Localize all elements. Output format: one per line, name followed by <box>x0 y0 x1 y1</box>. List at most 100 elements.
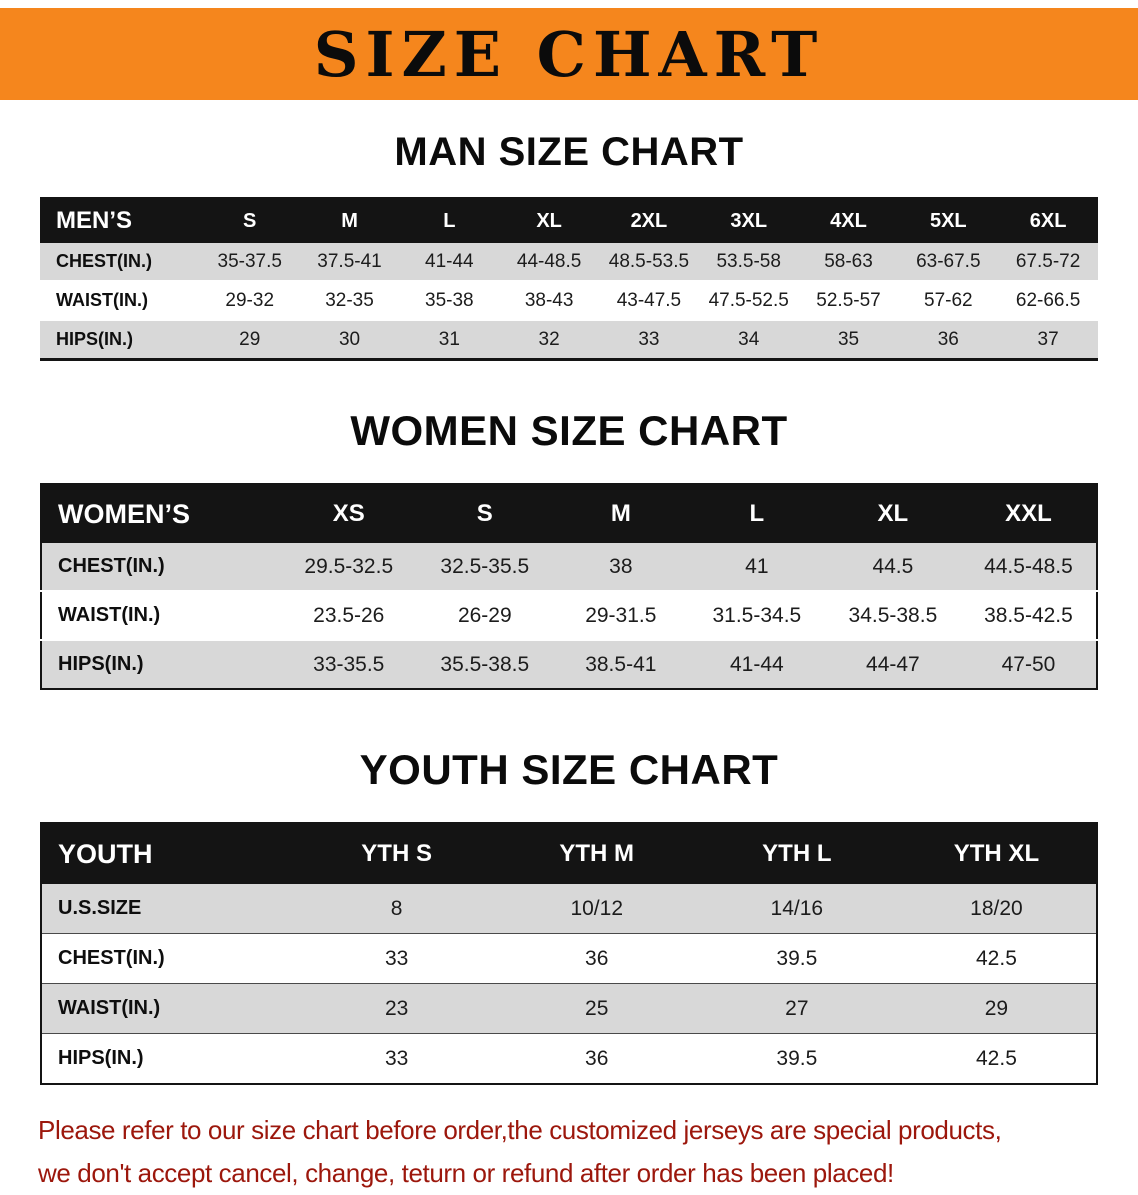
women-value-cell: 33-35.5 <box>280 639 417 689</box>
men-size-col-header: S <box>199 198 300 243</box>
women-size-col-header: S <box>416 484 553 543</box>
men-value-cell: 29 <box>199 319 300 360</box>
women-section: WOMEN SIZE CHART WOMEN’S XS S M L XL XXL CHEST(… <box>0 407 1138 690</box>
women-value-cell: 26-29 <box>416 590 553 640</box>
men-value-cell: 63-67.5 <box>898 243 999 281</box>
men-value-cell: 41-44 <box>399 243 500 281</box>
men-value-cell: 67.5-72 <box>998 243 1098 281</box>
men-value-cell: 53.5-58 <box>698 243 799 281</box>
youth-row-label: WAIST(IN.) <box>41 983 297 1034</box>
women-size-col-header: XXL <box>960 484 1097 543</box>
women-size-col-header: XL <box>824 484 961 543</box>
men-value-cell: 43-47.5 <box>599 280 699 320</box>
men-size-col-header: 5XL <box>898 198 999 243</box>
women-size-col-header: XS <box>280 484 417 543</box>
women-header-row: WOMEN’S XS S M L XL XXL <box>41 484 1097 543</box>
youth-section-heading: YOUTH SIZE CHART <box>359 746 779 793</box>
youth-value-cell: 33 <box>296 1033 497 1084</box>
women-row-chest-in: CHEST(IN.) 29.5-32.5 32.5-35.5 38 41 44.5 44.5… <box>41 543 1097 591</box>
women-value-cell: 41 <box>688 543 825 591</box>
youth-value-cell: 8 <box>296 884 497 934</box>
youth-value-cell: 27 <box>696 983 897 1034</box>
women-value-cell: 38 <box>552 543 689 591</box>
women-row-label: CHEST(IN.) <box>41 543 281 591</box>
men-row-label: HIPS(IN.) <box>40 319 200 360</box>
men-section-heading: MAN SIZE CHART <box>394 130 744 174</box>
youth-value-cell: 10/12 <box>496 884 697 934</box>
women-row-label: HIPS(IN.) <box>41 639 281 689</box>
youth-row-waist-in: WAIST(IN.) 23 25 27 29 <box>41 983 1097 1034</box>
men-value-cell: 32 <box>499 319 600 360</box>
men-table-container: MEN’S S M L XL 2XL 3XL 4XL 5XL 6XL CHEST(IN.) 35-37… <box>40 197 1098 361</box>
women-value-cell: 35.5-38.5 <box>416 639 553 689</box>
youth-table-container: YOUTH YTH S YTH M YTH L YTH XL U.S.SIZE 8 10/12… <box>40 822 1098 1085</box>
disclaimer-line-2: we don't accept cancel, change, teturn o… <box>38 1158 894 1188</box>
women-value-cell: 38.5-41 <box>552 639 689 689</box>
men-value-cell: 35-37.5 <box>199 243 300 281</box>
youth-value-cell: 36 <box>496 1033 697 1084</box>
men-value-cell: 32-35 <box>299 280 400 320</box>
men-size-col-header: 2XL <box>599 198 699 243</box>
youth-size-table: YOUTH YTH S YTH M YTH L YTH XL U.S.SIZE 8 10/12… <box>40 822 1098 1085</box>
men-row-label: CHEST(IN.) <box>40 243 200 281</box>
men-value-cell: 35 <box>798 319 899 360</box>
page-title: SIZE CHART <box>313 17 825 91</box>
women-row-waist-in: WAIST(IN.) 23.5-26 26-29 29-31.5 31.5-34.5 34… <box>41 590 1097 640</box>
men-size-col-header: 6XL <box>998 198 1098 243</box>
youth-section: YOUTH SIZE CHART YOUTH YTH S YTH M YTH L YTH… <box>0 746 1138 1085</box>
men-size-col-header: M <box>299 198 400 243</box>
youth-value-cell: 42.5 <box>896 933 1097 984</box>
men-value-cell: 47.5-52.5 <box>698 280 799 320</box>
men-table-title: MEN’S <box>40 198 200 243</box>
youth-size-col-header: YTH S <box>296 823 497 884</box>
women-row-hips-in: HIPS(IN.) 33-35.5 35.5-38.5 38.5-41 41-44 44-… <box>41 639 1097 689</box>
youth-row-label: HIPS(IN.) <box>41 1033 297 1084</box>
men-section: MAN SIZE CHART MEN’S S M L XL 2XL 3XL 4XL 5XL 6XL… <box>0 130 1138 361</box>
men-size-table: MEN’S S M L XL 2XL 3XL 4XL 5XL 6XL CHEST(IN.) 35-37… <box>40 197 1098 361</box>
youth-value-cell: 39.5 <box>696 933 897 984</box>
men-size-col-header: L <box>399 198 500 243</box>
disclaimer-line-1: Please refer to our size chart before or… <box>38 1115 1002 1145</box>
women-value-cell: 41-44 <box>688 639 825 689</box>
women-size-col-header: M <box>552 484 689 543</box>
women-value-cell: 32.5-35.5 <box>416 543 553 591</box>
youth-row-chest-in: CHEST(IN.) 33 36 39.5 42.5 <box>41 933 1097 984</box>
youth-value-cell: 29 <box>896 983 1097 1034</box>
men-value-cell: 37 <box>998 319 1098 360</box>
women-size-table: WOMEN’S XS S M L XL XXL CHEST(IN.) 29.5-32.5 32.5… <box>40 483 1098 690</box>
youth-row-label: CHEST(IN.) <box>41 933 297 984</box>
women-value-cell: 44-47 <box>824 639 961 689</box>
men-value-cell: 36 <box>898 319 999 360</box>
men-header-row: MEN’S S M L XL 2XL 3XL 4XL 5XL 6XL <box>40 198 1098 243</box>
size-charts: MAN SIZE CHART MEN’S S M L XL 2XL 3XL 4XL 5XL 6XL… <box>0 130 1138 1085</box>
banner: SIZE CHART <box>0 8 1138 100</box>
youth-size-col-header: YTH M <box>496 823 697 884</box>
youth-table-title: YOUTH <box>41 823 297 884</box>
women-size-col-header: L <box>688 484 825 543</box>
women-row-label: WAIST(IN.) <box>41 590 281 640</box>
youth-value-cell: 42.5 <box>896 1033 1097 1084</box>
men-size-col-header: XL <box>499 198 600 243</box>
men-value-cell: 33 <box>599 319 699 360</box>
women-value-cell: 29.5-32.5 <box>280 543 417 591</box>
men-size-col-header: 3XL <box>698 198 799 243</box>
men-value-cell: 57-62 <box>898 280 999 320</box>
men-row-waist-in: WAIST(IN.) 29-32 32-35 35-38 38-43 43-47.5 47.… <box>40 280 1098 320</box>
youth-value-cell: 18/20 <box>896 884 1097 934</box>
men-row-hips-in: HIPS(IN.) 29 30 31 32 33 34 35 36 37 <box>40 319 1098 360</box>
men-value-cell: 62-66.5 <box>998 280 1098 320</box>
women-value-cell: 31.5-34.5 <box>688 590 825 640</box>
men-size-col-header: 4XL <box>798 198 899 243</box>
men-value-cell: 38-43 <box>499 280 600 320</box>
youth-value-cell: 36 <box>496 933 697 984</box>
youth-value-cell: 14/16 <box>696 884 897 934</box>
women-table-container: WOMEN’S XS S M L XL XXL CHEST(IN.) 29.5-32.5 32.5… <box>40 483 1098 690</box>
men-value-cell: 29-32 <box>199 280 300 320</box>
men-value-cell: 48.5-53.5 <box>599 243 699 281</box>
men-value-cell: 35-38 <box>399 280 500 320</box>
men-row-label: WAIST(IN.) <box>40 280 200 320</box>
youth-value-cell: 25 <box>496 983 697 1034</box>
youth-row-label: U.S.SIZE <box>41 884 297 934</box>
men-value-cell: 34 <box>698 319 799 360</box>
men-value-cell: 37.5-41 <box>299 243 400 281</box>
